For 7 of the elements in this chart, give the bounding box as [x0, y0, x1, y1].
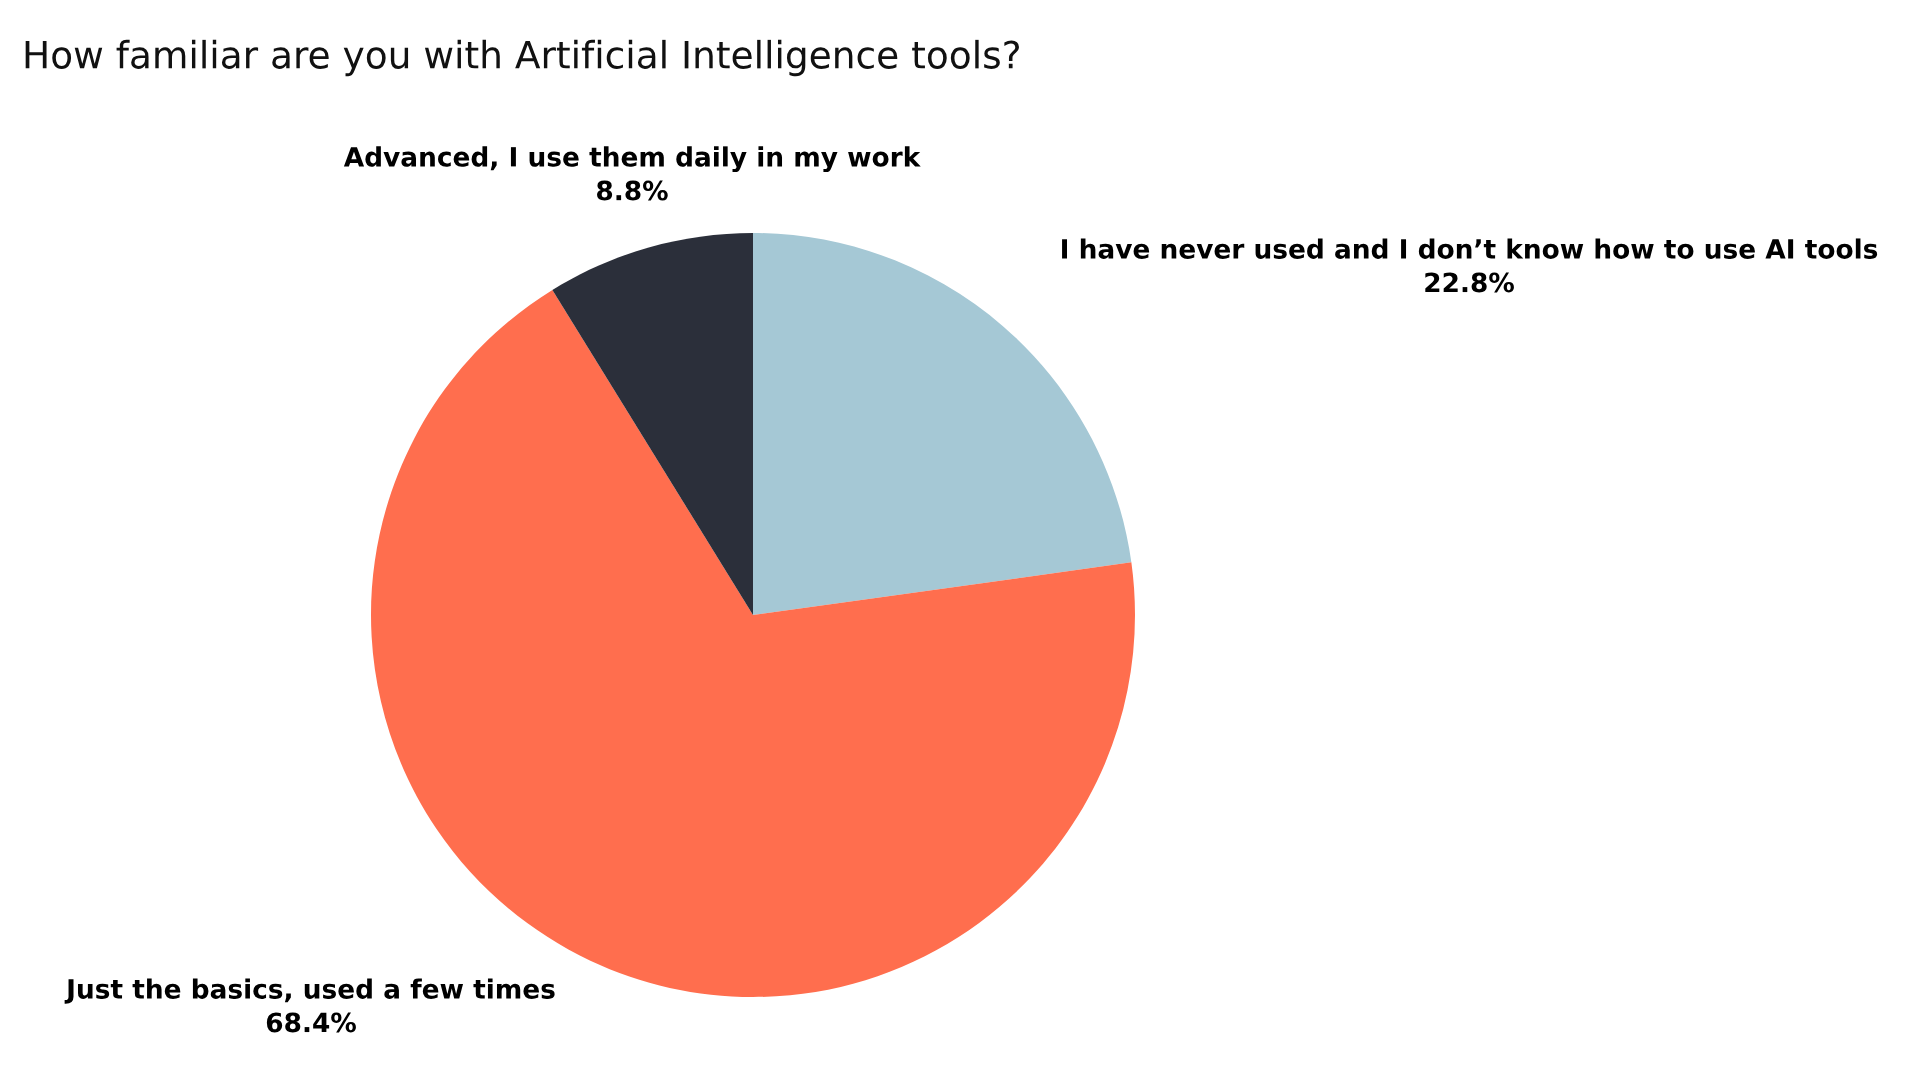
- data-label: 8.8%: [597, 180, 668, 201]
- slice-label: Just the basics, used a few times: [64, 978, 555, 1004]
- data-label: 68.4%: [266, 1012, 356, 1033]
- data-label: 22.8%: [1425, 272, 1514, 293]
- slice-label: Advanced, I use them daily in my work: [343, 146, 921, 173]
- chart-title: How familiar are you with Artificial Intelligence tools?: [25, 39, 1019, 77]
- slice-label: I have never used and I don’t know how to use AI tools: [1062, 238, 1878, 259]
